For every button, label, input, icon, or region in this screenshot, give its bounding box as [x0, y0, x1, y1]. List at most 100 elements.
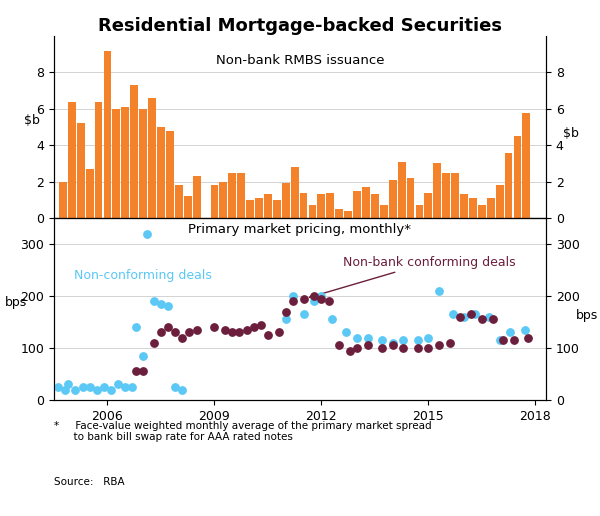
- Text: Residential Mortgage-backed Securities: Residential Mortgage-backed Securities: [98, 17, 502, 35]
- Point: [352, 344, 362, 352]
- Bar: [166, 131, 174, 218]
- Point: [310, 292, 319, 300]
- Point: [60, 385, 70, 394]
- Bar: [460, 195, 468, 218]
- Point: [288, 297, 298, 305]
- Point: [256, 320, 266, 329]
- Point: [324, 297, 334, 305]
- Bar: [317, 195, 325, 218]
- Point: [413, 344, 422, 352]
- Point: [317, 295, 326, 303]
- Point: [142, 230, 151, 238]
- Point: [139, 351, 148, 360]
- Bar: [77, 123, 85, 218]
- Point: [477, 315, 487, 324]
- Bar: [416, 205, 424, 218]
- Point: [78, 383, 88, 391]
- Point: [209, 323, 219, 331]
- Bar: [523, 112, 530, 218]
- Point: [363, 341, 373, 349]
- Point: [281, 308, 290, 316]
- Bar: [220, 182, 227, 218]
- Point: [509, 336, 519, 344]
- Bar: [237, 172, 245, 218]
- Point: [163, 302, 173, 311]
- Point: [398, 336, 408, 344]
- Bar: [442, 172, 450, 218]
- Point: [345, 346, 355, 354]
- Point: [192, 326, 202, 334]
- Point: [263, 331, 273, 339]
- Point: [520, 326, 529, 334]
- Point: [363, 333, 373, 342]
- Bar: [86, 169, 94, 218]
- Point: [156, 300, 166, 308]
- Bar: [121, 107, 129, 218]
- Bar: [291, 167, 299, 218]
- Bar: [175, 185, 183, 218]
- Point: [220, 326, 230, 334]
- Point: [299, 310, 308, 318]
- Text: Non-bank RMBS issuance: Non-bank RMBS issuance: [216, 54, 384, 67]
- Point: [449, 310, 458, 318]
- Bar: [130, 85, 138, 218]
- Point: [398, 344, 408, 352]
- Point: [506, 328, 515, 336]
- Bar: [299, 192, 307, 218]
- Point: [156, 328, 166, 336]
- Point: [92, 385, 101, 394]
- Point: [227, 328, 237, 336]
- Bar: [308, 205, 316, 218]
- Point: [235, 328, 244, 336]
- Bar: [362, 187, 370, 218]
- Point: [413, 336, 422, 344]
- Point: [470, 310, 479, 318]
- Bar: [407, 178, 415, 218]
- Point: [170, 328, 180, 336]
- Point: [377, 336, 387, 344]
- Bar: [139, 109, 147, 218]
- Point: [327, 315, 337, 324]
- Point: [128, 383, 137, 391]
- Point: [85, 383, 94, 391]
- Point: [434, 287, 444, 295]
- Point: [178, 333, 187, 342]
- Y-axis label: $b: $b: [563, 127, 578, 140]
- Bar: [184, 196, 191, 218]
- Point: [488, 315, 497, 324]
- Bar: [246, 200, 254, 218]
- Point: [288, 292, 298, 300]
- Point: [459, 313, 469, 321]
- Bar: [380, 205, 388, 218]
- Y-axis label: bps: bps: [575, 309, 598, 322]
- Point: [139, 367, 148, 376]
- Bar: [229, 172, 236, 218]
- Bar: [335, 209, 343, 218]
- Bar: [193, 176, 200, 218]
- Bar: [496, 185, 503, 218]
- Bar: [433, 164, 441, 218]
- Point: [163, 323, 173, 331]
- Text: Source:   RBA: Source: RBA: [54, 477, 125, 487]
- Bar: [326, 192, 334, 218]
- Bar: [478, 205, 486, 218]
- Point: [334, 341, 344, 349]
- Bar: [451, 172, 459, 218]
- Bar: [264, 195, 272, 218]
- Bar: [371, 195, 379, 218]
- Bar: [112, 109, 121, 218]
- Point: [434, 341, 444, 349]
- Point: [53, 383, 62, 391]
- Point: [149, 297, 158, 305]
- Bar: [282, 184, 290, 218]
- Point: [299, 295, 308, 303]
- Bar: [273, 200, 281, 218]
- Text: Primary market pricing, monthly*: Primary market pricing, monthly*: [188, 223, 412, 236]
- Point: [64, 380, 73, 389]
- Point: [388, 338, 397, 347]
- Point: [106, 385, 116, 394]
- Point: [249, 323, 259, 331]
- Point: [352, 333, 362, 342]
- Text: Non-bank conforming deals: Non-bank conforming deals: [310, 256, 515, 298]
- Bar: [389, 180, 397, 218]
